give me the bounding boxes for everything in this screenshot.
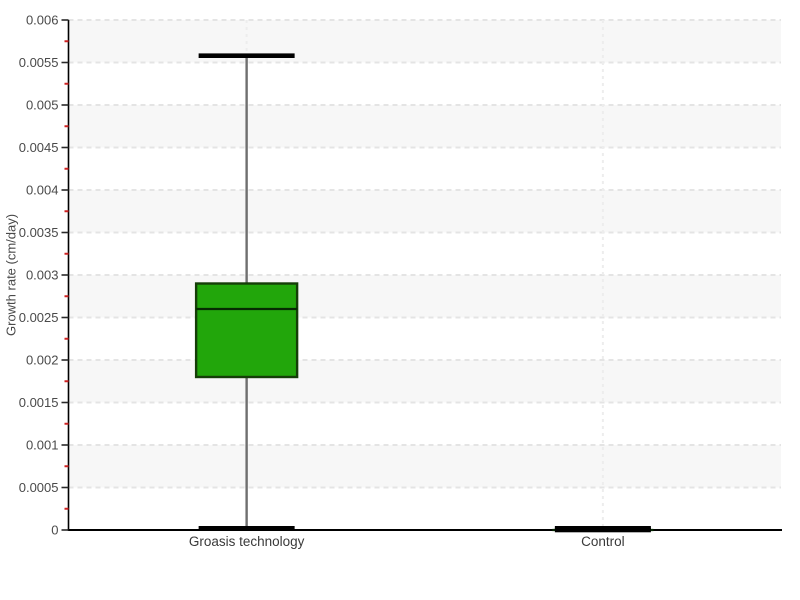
y-tick-label: 0.003	[26, 268, 59, 283]
y-tick-label: 0.0045	[19, 140, 59, 155]
y-tick-label: 0.006	[26, 13, 59, 28]
y-tick-label: 0.004	[26, 183, 59, 198]
y-tick-label: 0.0035	[19, 225, 59, 240]
y-tick-label: 0	[51, 523, 58, 538]
y-tick-label: 0.002	[26, 353, 59, 368]
plot-band	[68, 275, 781, 318]
plot-band	[68, 20, 781, 63]
whisker-cap-max	[198, 53, 295, 58]
y-tick-label: 0.0015	[19, 395, 59, 410]
x-tick-label: Control	[581, 534, 625, 549]
y-tick-label: 0.005	[26, 98, 59, 113]
y-tick-label: 0.0055	[19, 55, 59, 70]
whisker-cap-min	[198, 526, 295, 531]
y-tick-label: 0.001	[26, 438, 59, 453]
x-tick-label: Groasis technology	[189, 534, 305, 549]
plot-band	[68, 445, 781, 488]
box	[194, 282, 299, 379]
plot-band	[68, 105, 781, 148]
plot-band	[68, 190, 781, 233]
plot-band	[68, 360, 781, 403]
y-tick-label: 0.0025	[19, 310, 59, 325]
whisker-cap-min	[554, 527, 651, 533]
y-tick-label: 0.0005	[19, 480, 59, 495]
